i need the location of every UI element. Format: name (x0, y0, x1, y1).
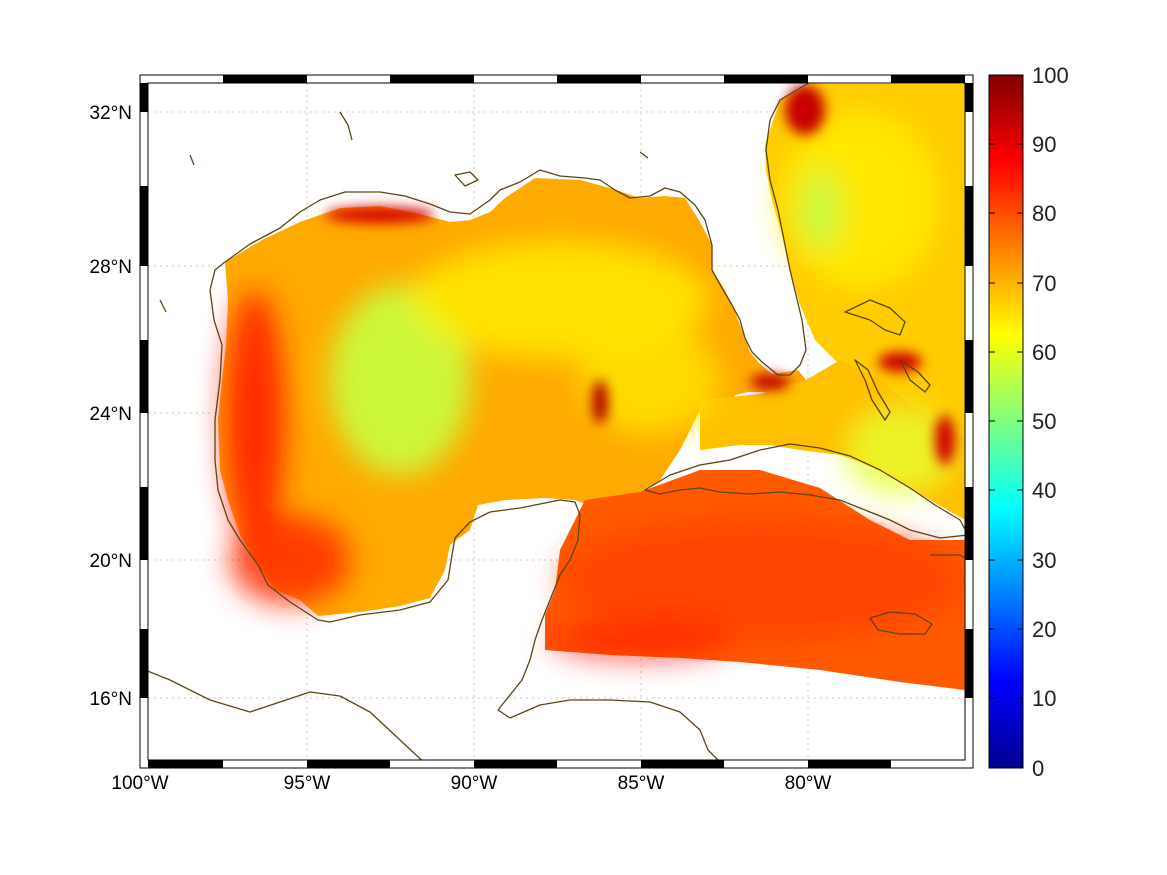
colorbar-ticks (989, 143, 1023, 699)
lat-label-24: 24°N (90, 404, 132, 425)
colorbar-label-60: 60 (1032, 340, 1056, 365)
latitude-labels: 32°N 28°N 24°N 20°N 16°N (90, 103, 132, 710)
colorbar-label-0: 0 (1032, 756, 1044, 781)
lon-label-85: 85°W (618, 773, 665, 794)
colorbar: 100 90 80 70 60 50 40 30 20 10 0 (988, 63, 1069, 781)
colorbar-label-90: 90 (1032, 132, 1056, 157)
small-islands (159, 111, 649, 313)
map-frame (139, 74, 974, 769)
longitude-labels: 100°W 95°W 90°W 85°W 80°W (111, 773, 831, 794)
colorbar-label-20: 20 (1032, 617, 1056, 642)
us-gulf-coastline (209, 261, 581, 719)
lat-label-28: 28°N (90, 257, 132, 278)
colorbar-label-100: 100 (1032, 63, 1069, 88)
bahamas-islands (844, 299, 931, 421)
lat-label-16: 16°N (90, 689, 132, 710)
central-america-coastline (148, 670, 423, 760)
lat-label-20: 20°N (90, 551, 132, 572)
lon-label-100: 100°W (111, 773, 168, 794)
colorbar-label-70: 70 (1032, 271, 1056, 296)
lon-label-90: 90°W (451, 773, 498, 794)
cuba-coastline (644, 443, 965, 539)
colorbar-label-30: 30 (1032, 548, 1056, 573)
colorbar-label-50: 50 (1032, 409, 1056, 434)
honduras-coastline (509, 699, 719, 760)
colorbar-label-10: 10 (1032, 686, 1056, 711)
jamaica-coastline (869, 611, 933, 635)
coastlines (148, 83, 965, 760)
colorbar-label-80: 80 (1032, 201, 1056, 226)
us-north-coastline (224, 83, 811, 376)
ocean-data-field (218, 84, 965, 690)
lat-label-32: 32°N (90, 103, 132, 124)
lon-label-80: 80°W (785, 773, 832, 794)
lon-label-95: 95°W (284, 773, 331, 794)
hispaniola-coastline (930, 554, 965, 559)
colorbar-label-40: 40 (1032, 478, 1056, 503)
